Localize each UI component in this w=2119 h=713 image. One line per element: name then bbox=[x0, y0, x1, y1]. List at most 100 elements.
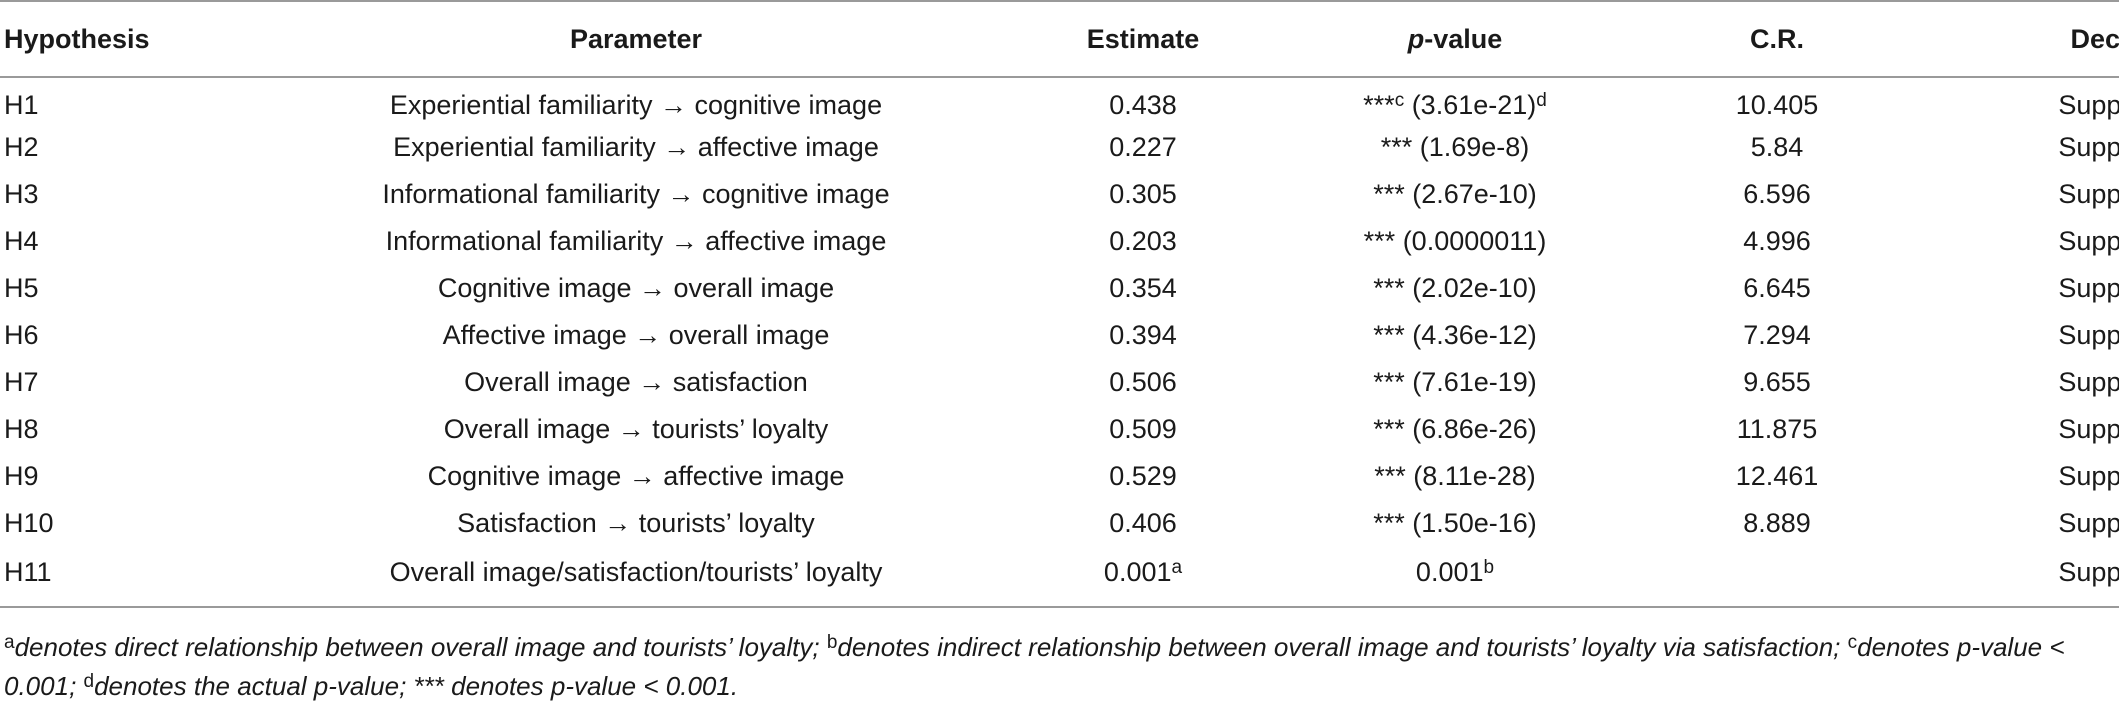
cell-decision: Supported bbox=[2058, 273, 2119, 303]
table-row: H5 Cognitive image → overall image 0.354… bbox=[0, 265, 2119, 312]
cell-cr: 11.875 bbox=[1736, 414, 1818, 444]
cell-estimate: 0.305 bbox=[1109, 179, 1177, 209]
cell-decision: Supported bbox=[2058, 508, 2119, 538]
cell-decision: Supported bbox=[2058, 226, 2119, 256]
table-row: H4 Informational familiarity → affective… bbox=[0, 218, 2119, 265]
cell-hypothesis: H3 bbox=[4, 179, 39, 209]
cell-parameter: Experiential familiarity → cognitive ima… bbox=[389, 89, 883, 120]
cell-decision: Supported bbox=[2058, 461, 2119, 491]
footnote-mark-c: c bbox=[1847, 632, 1858, 653]
cell-decision: Supported bbox=[2058, 89, 2119, 120]
p-value-main: 0.001 bbox=[1415, 557, 1484, 587]
hypothesis-results-table: Hypothesis Parameter Estimate p-value C.… bbox=[0, 0, 2119, 608]
cell-cr: 6.596 bbox=[1743, 179, 1811, 209]
header-decision: Decision bbox=[1898, 0, 2119, 78]
cell-cr: 9.655 bbox=[1743, 367, 1811, 397]
cell-decision: Supported bbox=[2058, 367, 2119, 397]
cell-cr: 8.889 bbox=[1743, 508, 1811, 538]
cell-p-value: *** (2.02e-10) bbox=[1373, 273, 1537, 303]
cell-cr: 5.84 bbox=[1750, 132, 1804, 162]
cell-p-value: *** (1.50e-16) bbox=[1373, 508, 1537, 538]
cell-hypothesis: H1 bbox=[4, 89, 39, 120]
cell-p-value: 0.001b bbox=[1254, 547, 1656, 608]
table-row: H7 Overall image → satisfaction 0.506 **… bbox=[0, 359, 2119, 406]
cell-p-value: *** (2.67e-10) bbox=[1373, 179, 1537, 209]
footnote-a-text: denotes direct relationship between over… bbox=[14, 632, 827, 662]
table-row: H8 Overall image → tourists’ loyalty 0.5… bbox=[0, 406, 2119, 453]
cell-parameter: Experiential familiarity → affective ima… bbox=[393, 132, 879, 162]
cell-decision: Supported bbox=[2058, 414, 2119, 444]
cell-parameter: Overall image/satisfaction/tourists’ loy… bbox=[240, 547, 1032, 608]
table-row: H1 Experiential familiarity → cognitive … bbox=[0, 77, 2119, 124]
footnote-mark-c: c bbox=[1394, 89, 1405, 111]
table-row: H3 Informational familiarity → cognitive… bbox=[0, 171, 2119, 218]
cell-p-value: *** (1.69e-8) bbox=[1380, 132, 1530, 162]
header-p-rest: -value bbox=[1424, 23, 1503, 54]
header-p-value: p-value bbox=[1254, 0, 1656, 78]
footnote-mark-b: b bbox=[1483, 557, 1495, 578]
table-row: H9 Cognitive image → affective image 0.5… bbox=[0, 453, 2119, 500]
cell-hypothesis: H9 bbox=[4, 461, 39, 491]
cell-p-value: *** (6.86e-26) bbox=[1373, 414, 1537, 444]
header-cr: C.R. bbox=[1656, 0, 1898, 78]
cell-parameter: Affective image → overall image bbox=[442, 320, 830, 350]
cell-cr: 12.461 bbox=[1735, 461, 1819, 491]
cell-estimate: 0.509 bbox=[1109, 414, 1177, 444]
cell-estimate: 0.529 bbox=[1109, 461, 1177, 491]
header-parameter: Parameter bbox=[240, 0, 1032, 78]
table-row: H2 Experiential familiarity → affective … bbox=[0, 124, 2119, 171]
cell-estimate: 0.438 bbox=[1109, 89, 1177, 120]
cell-hypothesis: H10 bbox=[4, 508, 54, 538]
cell-p-value: *** (7.61e-19) bbox=[1373, 367, 1537, 397]
header-estimate: Estimate bbox=[1032, 0, 1254, 78]
table-row: H6 Affective image → overall image 0.394… bbox=[0, 312, 2119, 359]
cell-hypothesis: H5 bbox=[4, 273, 39, 303]
p-value-actual: (3.61e-21) bbox=[1404, 89, 1537, 120]
cell-decision: Supported bbox=[1898, 547, 2119, 608]
cell-hypothesis: H4 bbox=[4, 226, 39, 256]
cell-parameter: Satisfaction → tourists’ loyalty bbox=[457, 508, 815, 538]
cell-p-value: ***c (3.61e-21)d bbox=[1254, 77, 1656, 124]
table-footnote: adenotes direct relationship between ove… bbox=[4, 628, 2109, 706]
cell-decision: Supported bbox=[2058, 132, 2119, 162]
footnote-b-text: denotes indirect relationship between ov… bbox=[837, 632, 1848, 662]
table-row: H10 Satisfaction → tourists’ loyalty 0.4… bbox=[0, 500, 2119, 547]
table-row: H11 Overall image/satisfaction/tourists’… bbox=[0, 547, 2119, 608]
cell-estimate: 0.227 bbox=[1109, 132, 1177, 162]
cell-cr: 6.645 bbox=[1743, 273, 1811, 303]
cell-estimate: 0.203 bbox=[1109, 226, 1177, 256]
cell-parameter: Informational familiarity → affective im… bbox=[385, 226, 887, 256]
cell-parameter: Overall image → satisfaction bbox=[464, 367, 808, 397]
cell-hypothesis: H8 bbox=[4, 414, 39, 444]
cell-p-value: *** (0.0000011) bbox=[1363, 226, 1547, 256]
cell-estimate: 0.394 bbox=[1109, 320, 1177, 350]
cell-p-value: *** (4.36e-12) bbox=[1373, 320, 1537, 350]
header-row: Hypothesis Parameter Estimate p-value C.… bbox=[0, 0, 2119, 78]
cell-decision: Supported bbox=[2058, 179, 2119, 209]
cell-hypothesis: H6 bbox=[4, 320, 39, 350]
cell-cr bbox=[1656, 547, 1898, 608]
footnote-mark-d: d bbox=[83, 671, 95, 692]
cell-cr: 10.405 bbox=[1735, 89, 1819, 120]
footnote-mark-b: b bbox=[826, 632, 838, 653]
cell-p-value: *** (8.11e-28) bbox=[1374, 461, 1536, 491]
cell-hypothesis: H7 bbox=[4, 367, 39, 397]
footnote-c-text: denotes p-value < 0.001; bbox=[4, 632, 2065, 701]
cell-hypothesis: H11 bbox=[0, 547, 240, 608]
cell-estimate: 0.406 bbox=[1109, 508, 1177, 538]
cell-parameter: Overall image → tourists’ loyalty bbox=[443, 414, 829, 444]
estimate-value: 0.001 bbox=[1103, 557, 1172, 587]
footnote-d-text: denotes the actual p-value; *** denotes … bbox=[94, 671, 739, 701]
cell-decision: Supported bbox=[2058, 320, 2119, 350]
cell-parameter: Cognitive image → affective image bbox=[427, 461, 845, 491]
footnote-mark-a: a bbox=[4, 632, 15, 653]
footnote-mark-a: a bbox=[1171, 557, 1183, 578]
cell-hypothesis: H2 bbox=[4, 132, 39, 162]
cell-estimate: 0.001a bbox=[1032, 547, 1254, 608]
header-p-italic: p bbox=[1407, 23, 1425, 54]
cell-estimate: 0.354 bbox=[1109, 273, 1177, 303]
footnote-mark-d: d bbox=[1536, 89, 1547, 111]
cell-cr: 7.294 bbox=[1743, 320, 1811, 350]
cell-parameter: Informational familiarity → cognitive im… bbox=[382, 179, 890, 209]
